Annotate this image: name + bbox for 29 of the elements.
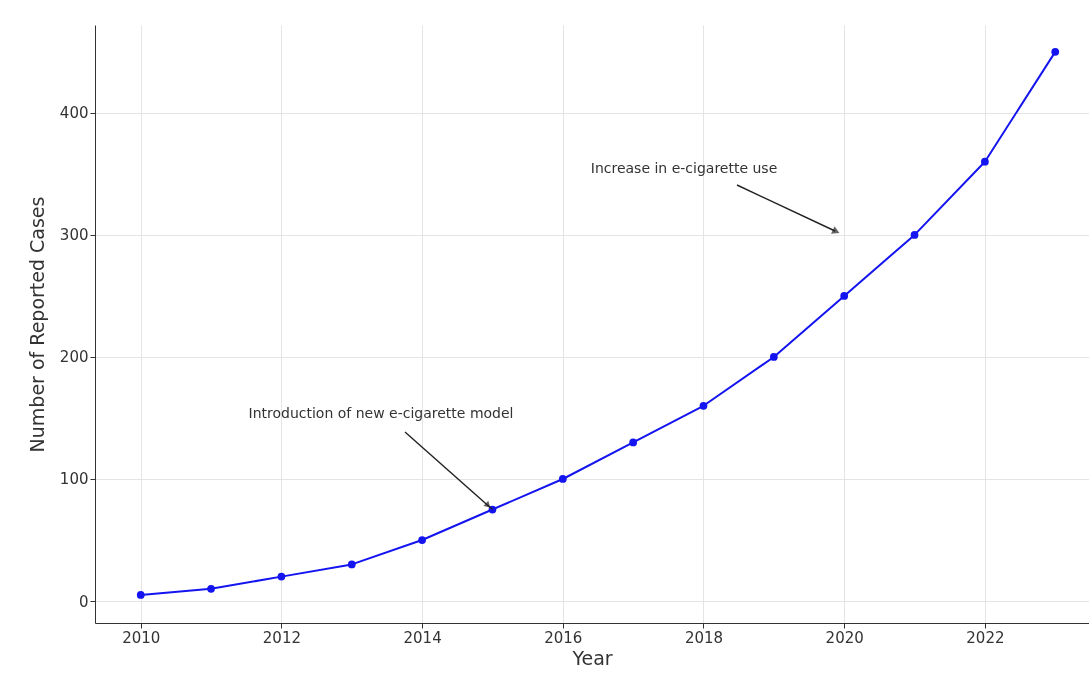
y-tick-label: 100 (59, 470, 89, 489)
point (769, 353, 778, 361)
annotation: Increase in e-cigarette use (590, 160, 778, 176)
x-tick-label: 2014 (403, 628, 442, 647)
x-tick-label: 2016 (544, 628, 583, 647)
point (418, 536, 426, 544)
y-axis-title: Number of Reported Cases (25, 196, 48, 453)
point (699, 401, 708, 410)
point (558, 475, 567, 483)
point (981, 157, 989, 166)
x-axis-title: Year (571, 646, 613, 669)
y-tick-label: 200 (59, 348, 89, 367)
x-tick-label: 2012 (262, 628, 302, 647)
point (840, 292, 849, 300)
annotation: Introduction of new e-cigarette model (248, 405, 514, 421)
y-tick-label: 400 (59, 104, 89, 123)
x-tick-label: 2010 (122, 628, 161, 647)
point (136, 591, 145, 599)
point (347, 560, 356, 569)
x-tick-label: 2018 (684, 628, 724, 647)
point (277, 572, 286, 581)
y-tick-label: 0 (78, 592, 89, 611)
point (629, 438, 638, 447)
y-tick-label: 300 (59, 226, 89, 245)
x-tick-label: 2022 (966, 628, 1005, 647)
x-tick-label: 2020 (825, 628, 864, 647)
point (207, 584, 215, 593)
point (910, 231, 919, 239)
point (1051, 47, 1060, 56)
